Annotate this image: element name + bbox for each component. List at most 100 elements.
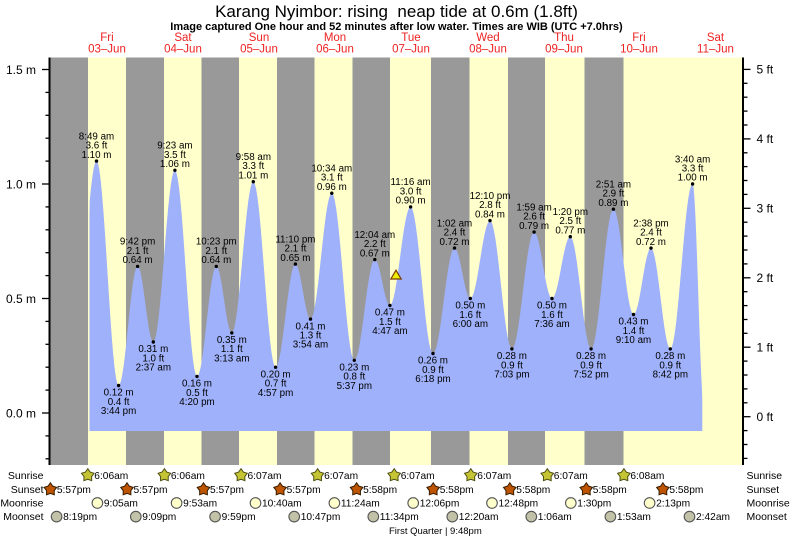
svg-text:10:23 pm: 10:23 pm <box>196 237 237 248</box>
svg-text:5:58pm: 5:58pm <box>516 485 550 496</box>
svg-text:Moonrise: Moonrise <box>0 498 43 510</box>
svg-text:7:03 pm: 7:03 pm <box>494 370 529 381</box>
svg-text:3:40 am: 3:40 am <box>675 154 710 165</box>
svg-text:2:13pm: 2:13pm <box>656 499 690 510</box>
svg-text:1.5 m: 1.5 m <box>6 63 36 77</box>
svg-text:07–Jun: 07–Jun <box>392 44 430 56</box>
svg-text:11:16 am: 11:16 am <box>391 177 431 188</box>
svg-text:7:52 pm: 7:52 pm <box>573 370 608 381</box>
svg-text:0.5 ft: 0.5 ft <box>186 388 208 399</box>
svg-text:Fri: Fri <box>632 32 645 44</box>
svg-text:0.28 m: 0.28 m <box>655 351 685 362</box>
svg-text:3.5 ft: 3.5 ft <box>164 150 186 161</box>
svg-text:0.72 m: 0.72 m <box>636 237 666 248</box>
svg-text:9:42 pm: 9:42 pm <box>120 237 155 248</box>
svg-text:5:57pm: 5:57pm <box>57 485 91 496</box>
svg-text:12:48pm: 12:48pm <box>499 499 539 510</box>
svg-text:06–Jun: 06–Jun <box>316 44 354 56</box>
svg-text:2 ft: 2 ft <box>757 271 774 285</box>
svg-text:3.3 ft: 3.3 ft <box>242 161 264 172</box>
svg-text:1.10 m: 1.10 m <box>82 150 112 161</box>
svg-text:4 ft: 4 ft <box>757 132 774 146</box>
svg-text:4:47 am: 4:47 am <box>372 326 407 337</box>
svg-text:0.84 m: 0.84 m <box>475 209 505 220</box>
svg-text:2:42am: 2:42am <box>696 512 730 523</box>
svg-text:3:13 am: 3:13 am <box>214 353 249 364</box>
svg-text:9:53am: 9:53am <box>183 499 217 510</box>
svg-text:0.67 m: 0.67 m <box>360 248 390 259</box>
svg-text:2:51 am: 2:51 am <box>596 180 631 191</box>
svg-text:9:09pm: 9:09pm <box>142 512 176 523</box>
svg-text:0.26 m: 0.26 m <box>418 356 448 367</box>
svg-text:Moonset: Moonset <box>747 511 787 523</box>
svg-text:1.4 ft: 1.4 ft <box>623 326 645 337</box>
svg-text:4:20 pm: 4:20 pm <box>179 397 214 408</box>
svg-text:6:07am: 6:07am <box>401 471 435 482</box>
svg-text:0.47 m: 0.47 m <box>375 308 405 319</box>
svg-text:11:10 pm: 11:10 pm <box>275 234 315 245</box>
svg-text:2:37 am: 2:37 am <box>136 363 171 374</box>
svg-text:0.77 m: 0.77 m <box>555 225 585 236</box>
svg-text:4:57 pm: 4:57 pm <box>258 388 293 399</box>
svg-text:5:57pm: 5:57pm <box>210 485 244 496</box>
svg-text:9:23 am: 9:23 am <box>157 141 192 152</box>
svg-text:2.8 ft: 2.8 ft <box>479 200 501 211</box>
svg-text:6:00 am: 6:00 am <box>453 319 488 330</box>
svg-text:0.35 m: 0.35 m <box>217 335 247 346</box>
svg-text:0.4 ft: 0.4 ft <box>108 397 130 408</box>
svg-text:9:58 am: 9:58 am <box>236 152 271 163</box>
svg-text:1.0 ft: 1.0 ft <box>142 353 164 364</box>
svg-text:1:59 am: 1:59 am <box>516 202 551 213</box>
svg-text:5:37 pm: 5:37 pm <box>337 381 372 392</box>
svg-text:3.3 ft: 3.3 ft <box>682 164 704 175</box>
svg-text:2.9 ft: 2.9 ft <box>603 189 625 200</box>
svg-text:1.01 m: 1.01 m <box>238 170 268 181</box>
svg-text:0.31 m: 0.31 m <box>138 344 168 355</box>
svg-text:03–Jun: 03–Jun <box>88 44 126 56</box>
svg-text:9:10 am: 9:10 am <box>616 335 651 346</box>
svg-text:1.5 ft: 1.5 ft <box>379 317 401 328</box>
svg-text:2.6 ft: 2.6 ft <box>523 212 545 223</box>
svg-text:First Quarter | 9:48pm: First Quarter | 9:48pm <box>389 526 482 537</box>
svg-text:1.3 ft: 1.3 ft <box>300 331 322 342</box>
svg-text:Fri: Fri <box>100 32 113 44</box>
svg-text:7:36 am: 7:36 am <box>534 319 569 330</box>
svg-text:10:34 am: 10:34 am <box>311 164 352 175</box>
svg-text:9:05am: 9:05am <box>104 499 138 510</box>
svg-text:0.72 m: 0.72 m <box>440 237 470 248</box>
svg-text:0.96 m: 0.96 m <box>317 182 347 193</box>
svg-text:Sunrise: Sunrise <box>747 470 783 482</box>
svg-text:Sunset: Sunset <box>11 484 44 496</box>
svg-text:0.9 ft: 0.9 ft <box>580 360 602 371</box>
svg-text:6:18 pm: 6:18 pm <box>415 374 450 385</box>
svg-text:0.89 m: 0.89 m <box>598 198 628 209</box>
svg-text:10–Jun: 10–Jun <box>620 44 658 56</box>
svg-text:0.28 m: 0.28 m <box>576 351 606 362</box>
svg-text:8:19pm: 8:19pm <box>63 512 97 523</box>
svg-text:0.50 m: 0.50 m <box>455 301 485 312</box>
svg-text:3.0 ft: 3.0 ft <box>400 186 422 197</box>
svg-text:6:07am: 6:07am <box>324 471 358 482</box>
svg-text:1 ft: 1 ft <box>757 341 774 355</box>
svg-text:12:04 am: 12:04 am <box>354 230 395 241</box>
svg-text:1.6 ft: 1.6 ft <box>541 310 563 321</box>
svg-text:1:20 pm: 1:20 pm <box>553 207 588 218</box>
svg-text:5:57pm: 5:57pm <box>287 485 321 496</box>
svg-text:1:06am: 1:06am <box>538 512 572 523</box>
svg-text:0 ft: 0 ft <box>757 410 774 424</box>
svg-text:2:38 pm: 2:38 pm <box>633 218 668 229</box>
svg-text:0.9 ft: 0.9 ft <box>422 365 444 376</box>
svg-text:3:44 pm: 3:44 pm <box>101 406 136 417</box>
svg-text:0.9 ft: 0.9 ft <box>659 360 681 371</box>
svg-text:1.06 m: 1.06 m <box>160 159 190 170</box>
svg-text:5:58pm: 5:58pm <box>363 485 397 496</box>
svg-text:9:59pm: 9:59pm <box>222 512 256 523</box>
svg-text:0.65 m: 0.65 m <box>280 253 310 264</box>
svg-text:05–Jun: 05–Jun <box>240 44 278 56</box>
svg-text:11–Jun: 11–Jun <box>697 44 734 56</box>
svg-text:6:06am: 6:06am <box>94 471 128 482</box>
svg-text:6:07am: 6:07am <box>554 471 588 482</box>
svg-text:12:10 pm: 12:10 pm <box>470 191 511 202</box>
svg-text:2.1 ft: 2.1 ft <box>205 246 227 257</box>
svg-text:1:30pm: 1:30pm <box>577 499 611 510</box>
